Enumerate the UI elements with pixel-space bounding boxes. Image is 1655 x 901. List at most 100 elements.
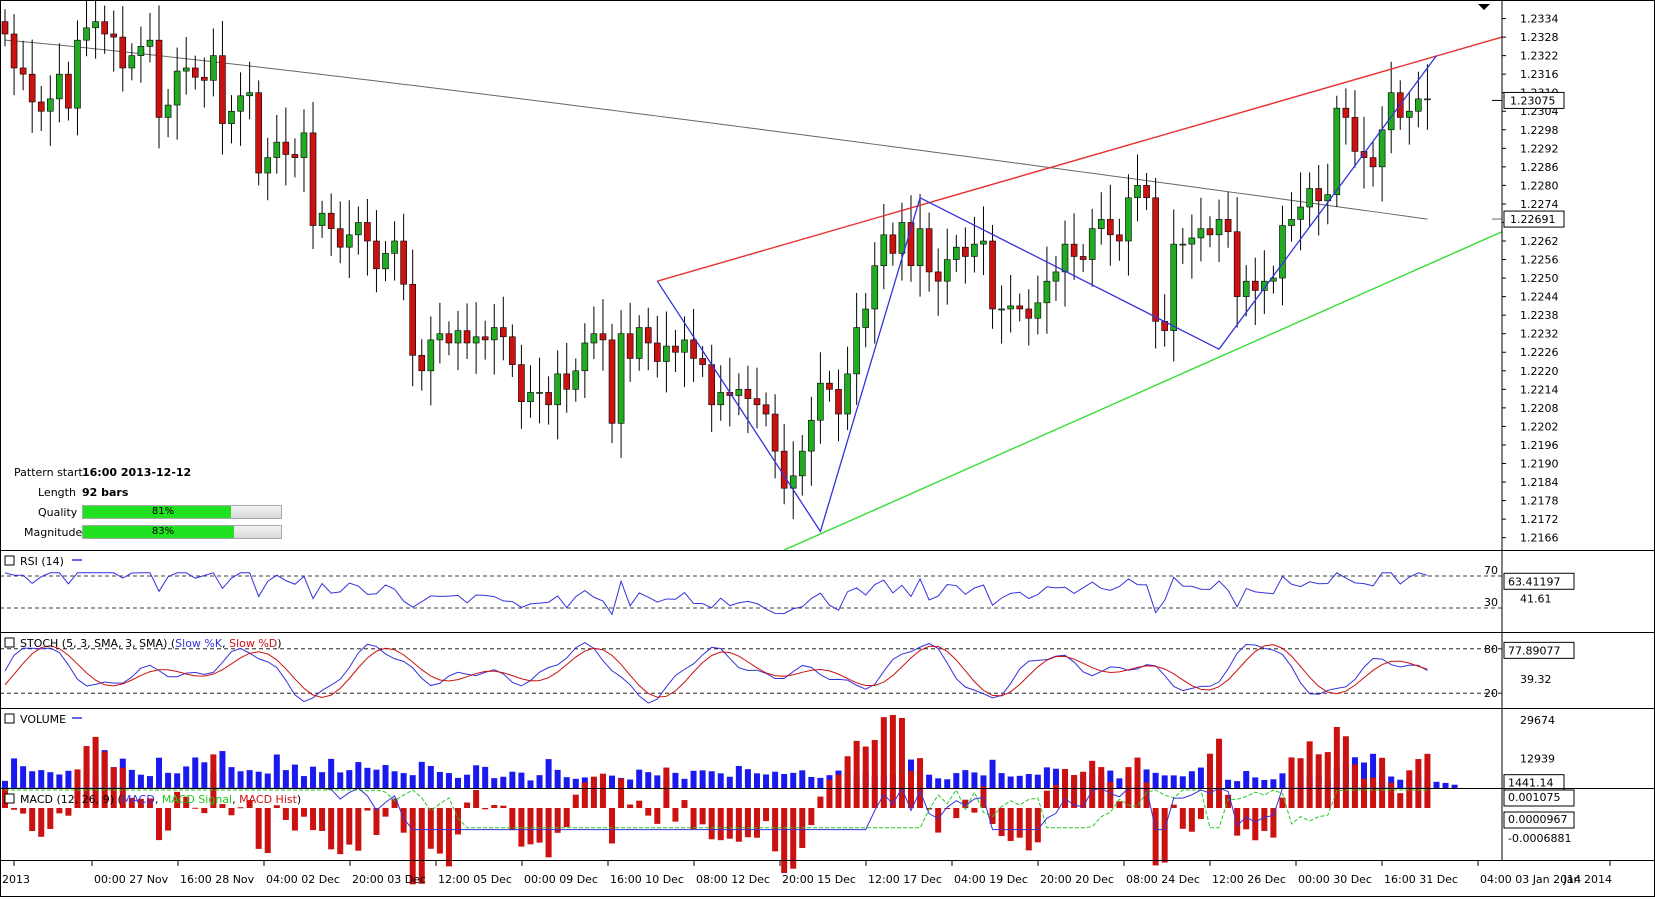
macd-hist-bar bbox=[310, 808, 317, 831]
macd-hist-bar bbox=[871, 740, 878, 808]
volume-bar bbox=[491, 778, 498, 788]
candle-bullish bbox=[355, 222, 362, 236]
volume-current-value: 1441.14 bbox=[1508, 777, 1554, 790]
candle-bullish bbox=[527, 392, 534, 402]
macd-hist-bar bbox=[636, 800, 643, 808]
stoch-current-value: 77.89077 bbox=[1508, 644, 1561, 657]
volume-bar bbox=[500, 776, 507, 788]
candle-bullish bbox=[92, 21, 99, 29]
resistance-line bbox=[657, 36, 1503, 282]
macd-hist-bar bbox=[618, 778, 625, 808]
volume-bar bbox=[364, 767, 371, 788]
y-tick-label: 1.2196 bbox=[1520, 439, 1559, 452]
macd-hist-bar bbox=[1297, 758, 1304, 808]
macd-hist-bar bbox=[1279, 797, 1286, 808]
y-tick-label: 1.2178 bbox=[1520, 495, 1559, 508]
volume-bar bbox=[1116, 778, 1123, 788]
candle-bullish bbox=[1052, 271, 1060, 282]
macd-hist-bar bbox=[165, 808, 172, 831]
volume-bar bbox=[1016, 775, 1023, 788]
candle-bearish bbox=[418, 355, 426, 372]
candle-bearish bbox=[509, 336, 516, 365]
volume-bar bbox=[1034, 774, 1041, 788]
volume-bar bbox=[464, 774, 471, 788]
rsi-title: RSI (14) bbox=[20, 555, 64, 568]
macd-hist-bar bbox=[962, 799, 969, 808]
candle-bullish bbox=[898, 222, 906, 254]
candle-bearish bbox=[989, 240, 996, 310]
candle-bullish bbox=[318, 212, 326, 226]
macd-hist-bar bbox=[690, 808, 697, 830]
volume-bar bbox=[482, 766, 489, 788]
candle-bearish bbox=[1224, 219, 1232, 233]
volume-bar bbox=[781, 774, 788, 788]
volume-bar bbox=[1261, 779, 1268, 788]
volume-bar bbox=[391, 771, 398, 788]
volume-bar bbox=[1161, 775, 1168, 788]
x-tick-label: 16:00 28 Nov bbox=[180, 873, 255, 886]
macd-hist-bar bbox=[572, 794, 579, 808]
macd-hist-bar bbox=[1179, 808, 1186, 829]
volume-bar bbox=[1270, 779, 1277, 788]
volume-bar bbox=[926, 774, 933, 788]
volume-bar bbox=[1143, 769, 1150, 788]
volume-bar bbox=[1243, 771, 1250, 788]
volume-bar bbox=[473, 765, 480, 788]
volume-bar bbox=[455, 777, 461, 788]
y-tick-label: 1.2298 bbox=[1520, 124, 1559, 137]
volume-bar bbox=[681, 778, 688, 788]
macd-hist-bar bbox=[744, 808, 751, 838]
macd-hist-bar bbox=[935, 808, 942, 833]
volume-bar bbox=[237, 771, 244, 788]
volume-bar bbox=[1107, 770, 1114, 788]
macd-hist-bar bbox=[11, 808, 18, 810]
volume-bar bbox=[1197, 767, 1204, 788]
macd-hist-bar bbox=[889, 714, 896, 808]
candle-bullish bbox=[880, 234, 888, 267]
y-tick-label: 1.2238 bbox=[1520, 309, 1559, 322]
candle-bullish bbox=[1406, 110, 1413, 118]
macd-hist-bar bbox=[781, 808, 788, 873]
volume-bar bbox=[165, 772, 172, 788]
candle-bearish bbox=[201, 76, 208, 81]
volume-bar bbox=[1152, 772, 1159, 788]
macd-hist-bar bbox=[1315, 754, 1322, 808]
volume-bar bbox=[572, 778, 579, 788]
candle-bullish bbox=[1306, 188, 1313, 208]
macd-hist-bar bbox=[1370, 777, 1377, 808]
macd-hist-bar bbox=[1197, 808, 1204, 819]
macd-hist-bar bbox=[1098, 767, 1105, 808]
macd-hist-bar bbox=[282, 808, 289, 820]
volume-bar bbox=[636, 769, 643, 788]
macd-hist-bar bbox=[455, 808, 461, 835]
macd-hist-bar bbox=[246, 800, 253, 808]
macd-hist-bar bbox=[627, 804, 634, 808]
macd-hist-bar bbox=[128, 797, 135, 808]
moving-average-line bbox=[4, 39, 1428, 220]
candle-bearish bbox=[499, 327, 507, 338]
volume-bar bbox=[645, 772, 652, 788]
candle-bearish bbox=[934, 271, 942, 282]
macd-hist-bar bbox=[355, 808, 362, 851]
macd-hist-bar bbox=[1415, 759, 1422, 808]
volume-bar bbox=[790, 772, 797, 788]
volume-bar bbox=[382, 765, 389, 788]
macd-hist-bar bbox=[464, 802, 471, 808]
macd-hist-bar bbox=[146, 798, 153, 808]
candle-bearish bbox=[626, 333, 634, 359]
candle-bearish bbox=[291, 154, 299, 158]
length-value: 92 bars bbox=[82, 486, 129, 499]
macd-hist-bar bbox=[156, 808, 163, 841]
volume-bar bbox=[400, 773, 407, 788]
macd-hist-bar bbox=[509, 808, 516, 831]
stoch-level-label: 80 bbox=[1484, 643, 1498, 656]
candle-bullish bbox=[1188, 237, 1196, 245]
volume-bar bbox=[672, 772, 679, 788]
macd-hist-bar bbox=[1252, 808, 1259, 841]
candle-bearish bbox=[1116, 234, 1123, 242]
candle-bearish bbox=[563, 373, 571, 390]
candle-bearish bbox=[1016, 305, 1024, 310]
volume-bar bbox=[373, 769, 380, 788]
volume-bar bbox=[1188, 771, 1195, 788]
macd-hist-bar bbox=[672, 808, 679, 822]
